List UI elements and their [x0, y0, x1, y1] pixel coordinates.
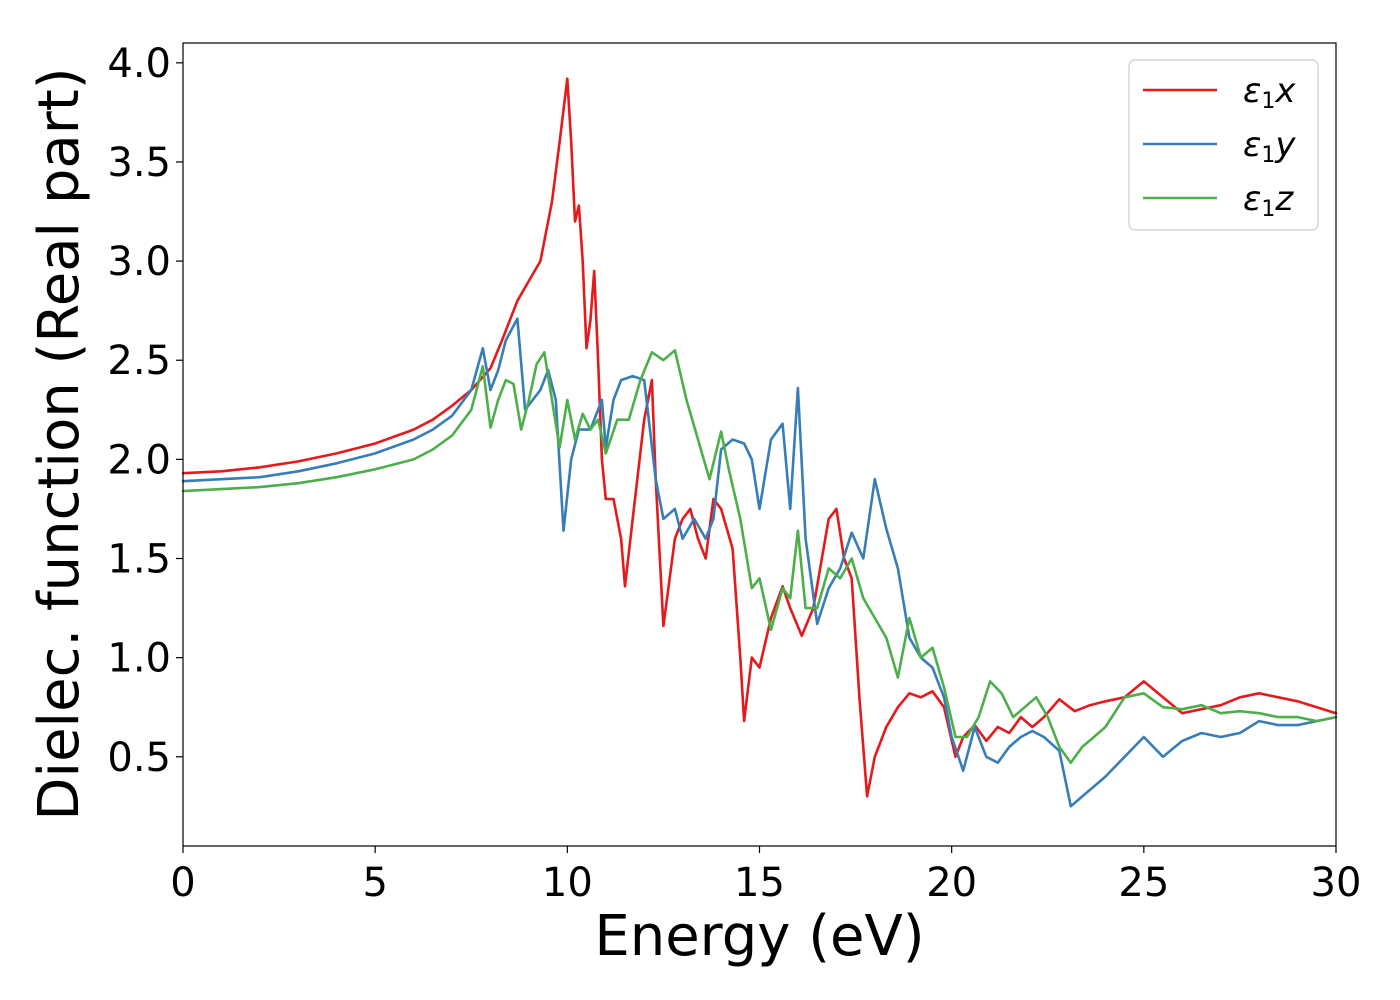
legend-label-y: ε1y — [1243, 125, 1296, 168]
y-tick-label: 2.5 — [107, 338, 171, 384]
series-line-z — [181, 348, 1338, 765]
y-axis-ticks: 0.5 1.0 1.5 2.0 2.5 3.0 3.5 4.0 — [107, 41, 183, 781]
x-axis-ticks: 0 5 10 15 20 25 30 — [170, 846, 1361, 906]
x-axis-title: Energy (eV) — [594, 904, 924, 969]
y-tick-label: 3.0 — [107, 239, 171, 285]
x-tick-label: 5 — [362, 860, 387, 906]
x-tick-label: 10 — [542, 860, 593, 906]
legend-label-z: ε1z — [1243, 179, 1294, 222]
x-tick-label: 15 — [734, 860, 785, 906]
x-tick-label: 0 — [170, 860, 195, 906]
y-tick-label: 0.5 — [107, 735, 171, 781]
x-tick-label: 20 — [926, 860, 977, 906]
x-tick-label: 30 — [1311, 860, 1362, 906]
series-line-x — [181, 77, 1338, 798]
y-tick-label: 1.5 — [107, 537, 171, 583]
legend: ε1x ε1y ε1z — [1128, 59, 1319, 231]
legend-box — [1128, 59, 1319, 231]
y-tick-label: 1.0 — [107, 636, 171, 682]
y-tick-label: 3.5 — [107, 140, 171, 186]
y-tick-label: 2.0 — [107, 437, 171, 483]
series-line-y — [181, 317, 1338, 808]
y-axis-title: Dielec. function (Real part) — [27, 67, 92, 820]
legend-label-x: ε1x — [1243, 71, 1296, 114]
x-tick-label: 25 — [1118, 860, 1169, 906]
series-layer — [181, 77, 1338, 808]
y-tick-label: 4.0 — [107, 41, 171, 87]
